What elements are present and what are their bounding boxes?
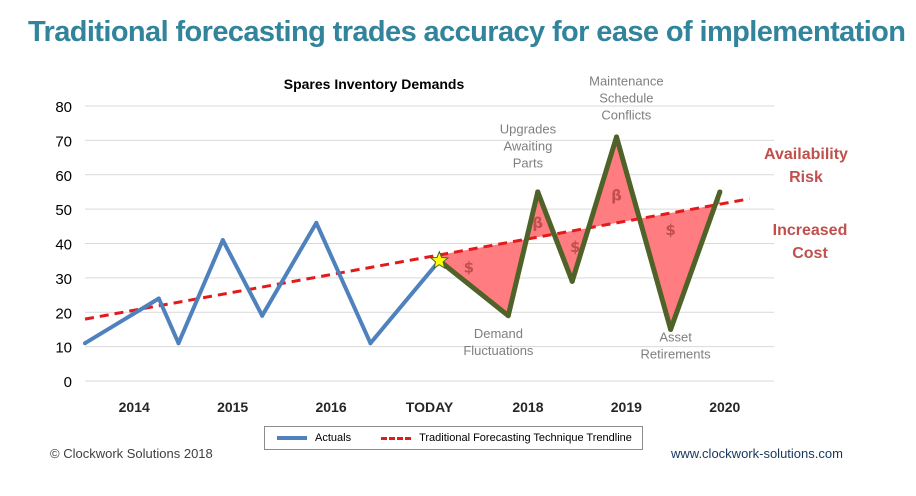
legend-item-actuals: Actuals: [265, 432, 351, 444]
actuals-point: [83, 341, 87, 346]
forecast-point: [717, 189, 723, 195]
y-tick-label: 50: [55, 202, 72, 219]
x-tick-label: 2015: [217, 399, 248, 415]
forecast-point: [569, 278, 575, 284]
legend-swatch-actuals: [277, 436, 307, 440]
annotation-text: Fluctuations: [463, 343, 534, 358]
x-tick-label: 2014: [119, 399, 150, 415]
y-tick-label: 0: [64, 374, 72, 391]
gap-marker: β: [532, 214, 543, 232]
side-label: Risk: [789, 169, 823, 186]
y-tick-label: 40: [55, 237, 72, 254]
y-tick-label: 10: [55, 340, 72, 357]
forecast-point: [614, 134, 620, 140]
actuals-series: [83, 220, 441, 346]
annotation-text: Upgrades: [500, 122, 557, 137]
legend-item-trendline: Traditional Forecasting Technique Trendl…: [371, 432, 632, 444]
y-tick-label: 20: [55, 305, 72, 322]
annotation-text: Asset: [659, 329, 692, 344]
annotation-text: Awaiting: [503, 139, 552, 154]
x-tick-label: 2018: [512, 399, 543, 415]
actuals-point: [260, 313, 265, 318]
today-star-icon: [429, 250, 450, 270]
gap-area: [439, 136, 720, 330]
legend-label-actuals: Actuals: [315, 432, 352, 444]
annotation-text: Maintenance: [589, 73, 663, 88]
annotation-text: Schedule: [599, 90, 653, 105]
actuals-point: [156, 296, 161, 301]
x-tick-label: 2019: [611, 399, 642, 415]
gap-marker: β: [611, 186, 622, 204]
side-label: Cost: [792, 245, 828, 262]
page-headline: Traditional forecasting trades accuracy …: [28, 16, 906, 48]
y-tick-label: 60: [55, 168, 72, 185]
gap-marker: $: [464, 259, 474, 277]
gap-marker: $: [570, 238, 580, 256]
x-tick-label: 2020: [709, 399, 740, 415]
forecast-point: [505, 313, 511, 319]
actuals-point: [220, 238, 225, 243]
legend-label-trendline: Traditional Forecasting Technique Trendl…: [419, 432, 632, 444]
x-tick-label: TODAY: [406, 399, 454, 415]
side-label: Increased: [773, 222, 848, 239]
chart-title: Spares Inventory Demands: [284, 76, 465, 92]
annotation-text: Retirements: [641, 346, 712, 361]
y-tick-label: 70: [55, 133, 72, 150]
legend-swatch-trendline: [381, 436, 412, 440]
x-tick-label: 2016: [315, 399, 346, 415]
forecast-point: [535, 189, 541, 195]
y-tick-label: 30: [55, 271, 72, 288]
gap-marker: $: [665, 221, 675, 239]
annotation-text: Conflicts: [601, 107, 651, 122]
y-tick-label: 80: [55, 99, 72, 116]
actuals-point: [368, 341, 373, 346]
copyright-text: © Clockwork Solutions 2018: [50, 446, 213, 461]
side-label: Availability: [764, 146, 848, 163]
actuals-point: [314, 220, 319, 225]
actuals-point: [176, 341, 181, 346]
forecast-point: [668, 326, 674, 332]
annotation-text: Demand: [474, 326, 523, 341]
annotation-text: Parts: [513, 156, 544, 171]
website-link[interactable]: www.clockwork-solutions.com: [671, 446, 843, 461]
chart-legend: Actuals Traditional Forecasting Techniqu…: [264, 426, 643, 450]
